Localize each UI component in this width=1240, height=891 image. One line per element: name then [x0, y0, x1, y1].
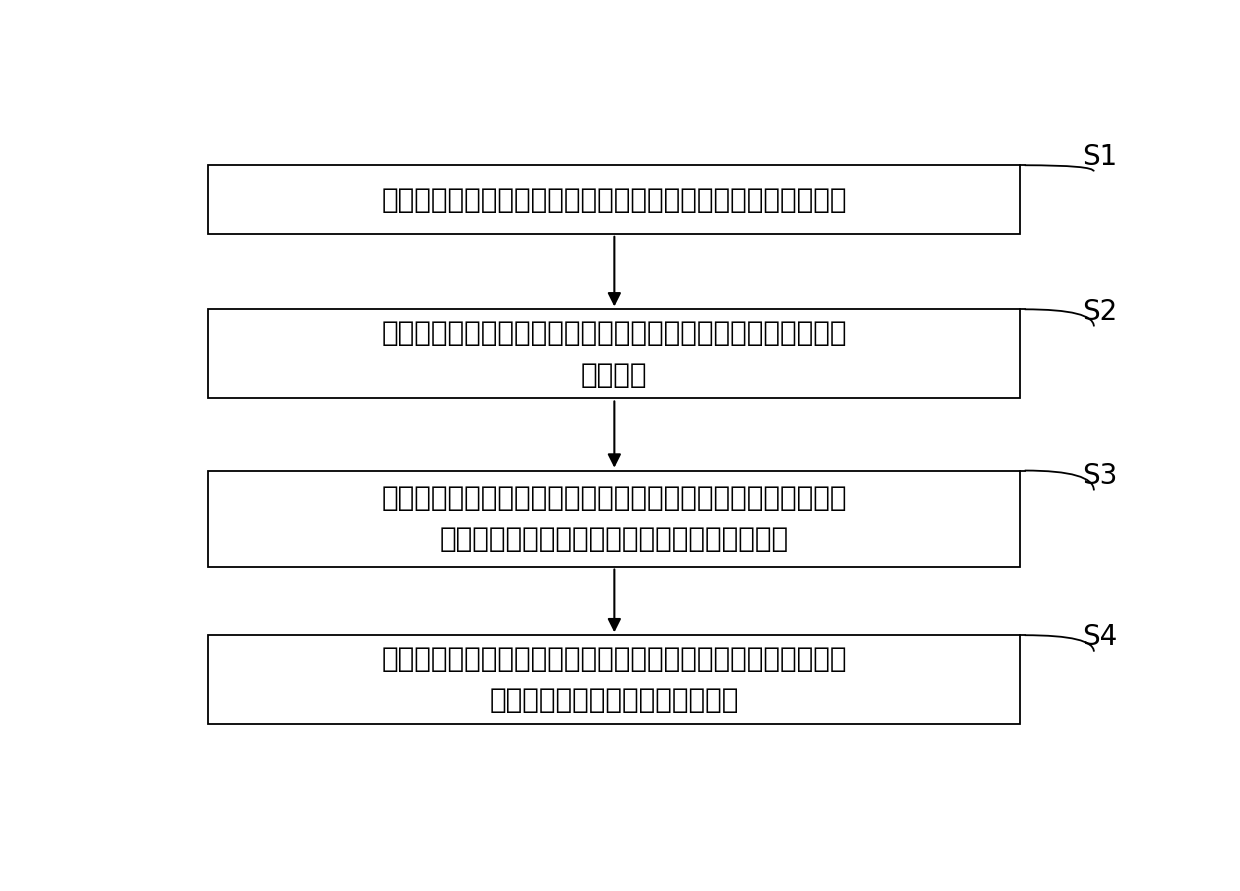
Text: S4: S4 [1083, 623, 1117, 650]
Bar [208, 309, 1019, 398]
Text: S2: S2 [1083, 298, 1117, 325]
Text: 混匀器混匀待测的食物后，通过电子秤获取混匀后食物的重量值: 混匀器混匀待测的食物后，通过电子秤获取混匀后食物的重量值 [381, 185, 847, 214]
Bar [208, 165, 1019, 233]
Text: 处理器根据重量值和电信号计算摄入食物的碳水化合物总量，并
将碳水化合物总量显示在显示屏上: 处理器根据重量值和电信号计算摄入食物的碳水化合物总量，并 将碳水化合物总量显示在… [381, 645, 847, 715]
Text: S1: S1 [1083, 143, 1117, 170]
Text: S3: S3 [1083, 462, 1117, 490]
Bar [208, 470, 1019, 567]
Bar [208, 635, 1019, 724]
Text: 辐射源发射的宽光谱红外光，经过单色组件变成单色光后，照射
到食物上: 辐射源发射的宽光谱红外光，经过单色组件变成单色光后，照射 到食物上 [381, 319, 847, 388]
Text: 单色光经食物吸收后反射到红外探测器上，红外探测器将采集的
光信号转换成电信号后，将电信号发送至处理器: 单色光经食物吸收后反射到红外探测器上，红外探测器将采集的 光信号转换成电信号后，… [381, 484, 847, 553]
